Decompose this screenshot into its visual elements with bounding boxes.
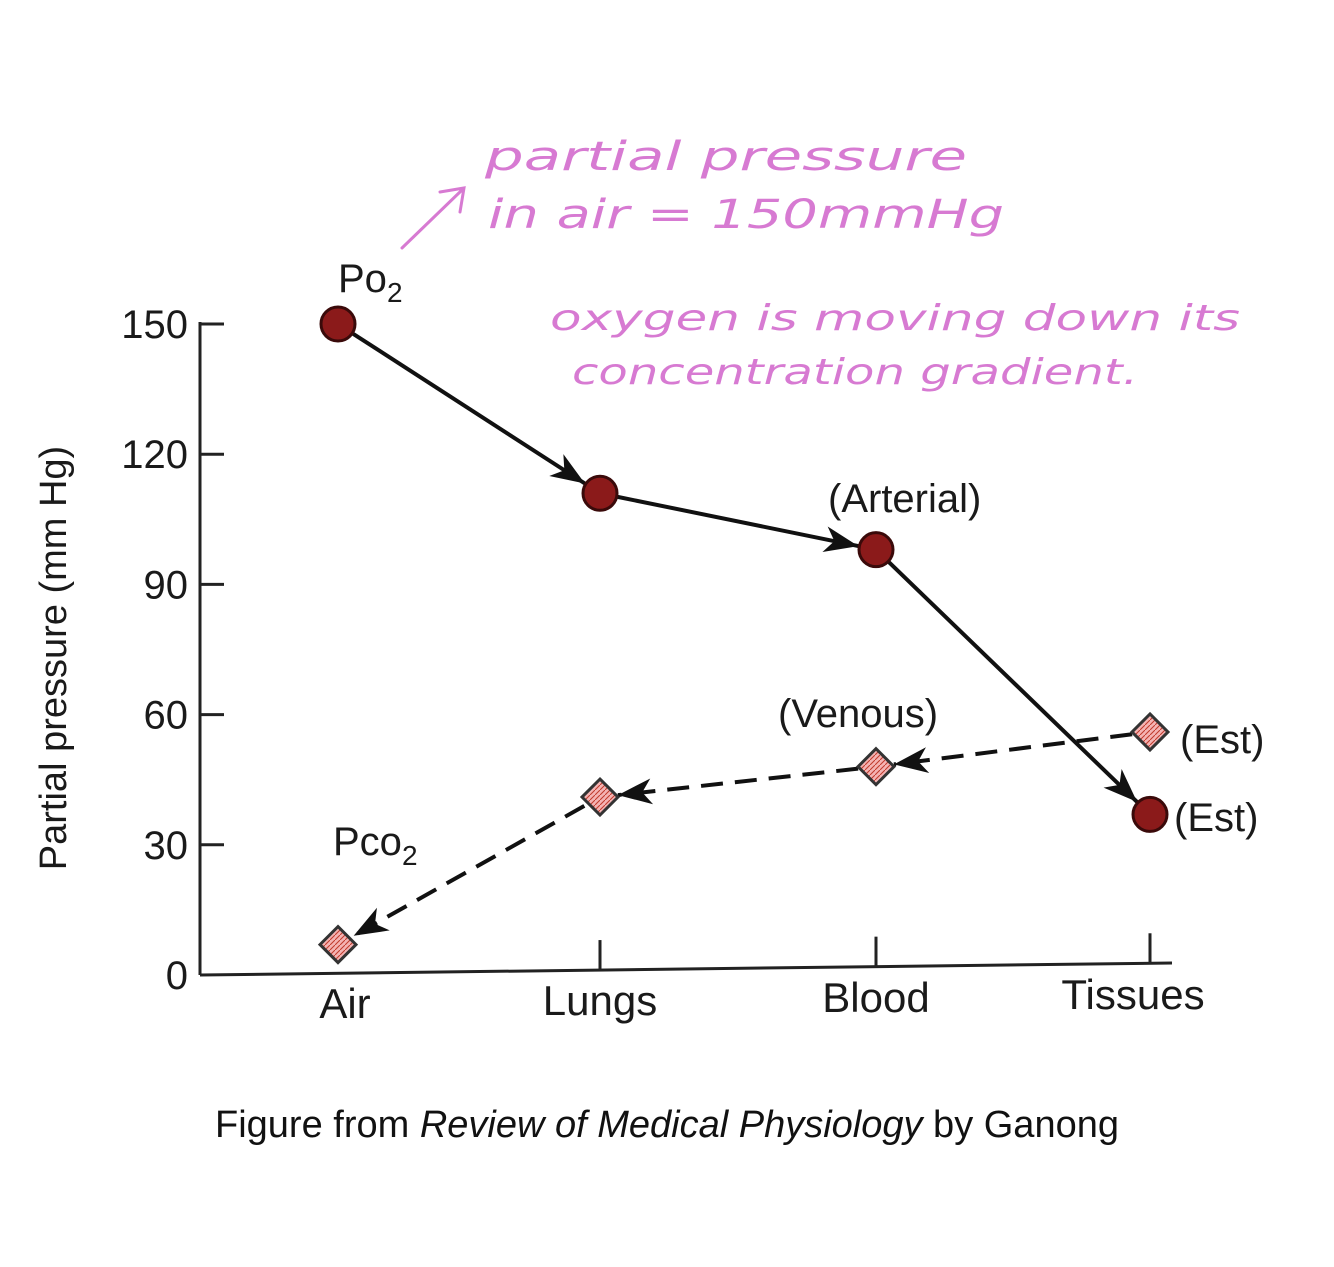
annotation-arterial: (Arterial)	[828, 477, 981, 521]
po2-line-segment	[617, 494, 859, 549]
pco2-arrowhead	[893, 747, 930, 774]
series-label-pco2: Pco2	[333, 820, 418, 871]
po2-arrowhead	[1103, 768, 1138, 802]
y-tick-label: 30	[144, 824, 189, 868]
po2-data-point	[1131, 795, 1169, 833]
series-label-po2: Po2	[338, 257, 403, 308]
caption-prefix: Figure from	[215, 1104, 420, 1146]
pco2-arrowhead	[617, 778, 654, 805]
pco2-data-point	[1129, 711, 1171, 753]
pco2-data-point	[579, 776, 621, 818]
y-axis-label: Partial pressure (mm Hg)	[33, 446, 75, 870]
handwritten-note-1b: in air = 150mmHg	[488, 192, 1004, 238]
y-tick-label: 0	[166, 954, 188, 998]
po2-arrowhead	[549, 454, 585, 484]
handwritten-note-2a: oxygen is moving down its	[550, 298, 1240, 339]
handwritten-note-1a: partial pressure	[483, 134, 967, 180]
y-tick-label: 60	[144, 694, 189, 738]
pco2-arrowhead	[353, 907, 390, 936]
pco2-line-segment	[893, 732, 1133, 767]
y-tick-label: 90	[144, 563, 189, 607]
pco2-line-segment	[617, 766, 859, 798]
y-tick-label: 120	[121, 433, 188, 477]
x-tick-label: Air	[319, 980, 370, 1027]
x-tick-label: Tissues	[1061, 971, 1204, 1018]
po2-arrowhead	[822, 526, 859, 553]
pco2-data-point	[317, 924, 359, 965]
caption-suffix: by Ganong	[922, 1104, 1119, 1146]
annotation-est-lower: (Est)	[1174, 796, 1258, 840]
po2-data-point	[319, 305, 357, 343]
po2-data-point	[581, 474, 619, 512]
handwritten-note-2b: concentration gradient.	[572, 352, 1138, 393]
y-tick-label: 150	[121, 303, 188, 347]
po2-line-segment	[352, 332, 586, 486]
caption-book-title: Review of Medical Physiology	[419, 1104, 923, 1146]
pco2-data-point	[855, 746, 897, 787]
annotation-est-upper: (Est)	[1180, 718, 1264, 762]
figure-caption: Figure from Review of Medical Physiology…	[0, 1104, 1334, 1147]
pco2-line-segment	[352, 804, 586, 938]
po2-data-point	[857, 531, 895, 569]
annotation-venous: (Venous)	[778, 692, 938, 736]
handwritten-arrow	[400, 186, 466, 250]
x-tick-label: Blood	[822, 974, 929, 1021]
x-tick-label: Lungs	[543, 977, 657, 1024]
po2-line-segment	[887, 560, 1139, 804]
x-axis	[199, 961, 1173, 977]
